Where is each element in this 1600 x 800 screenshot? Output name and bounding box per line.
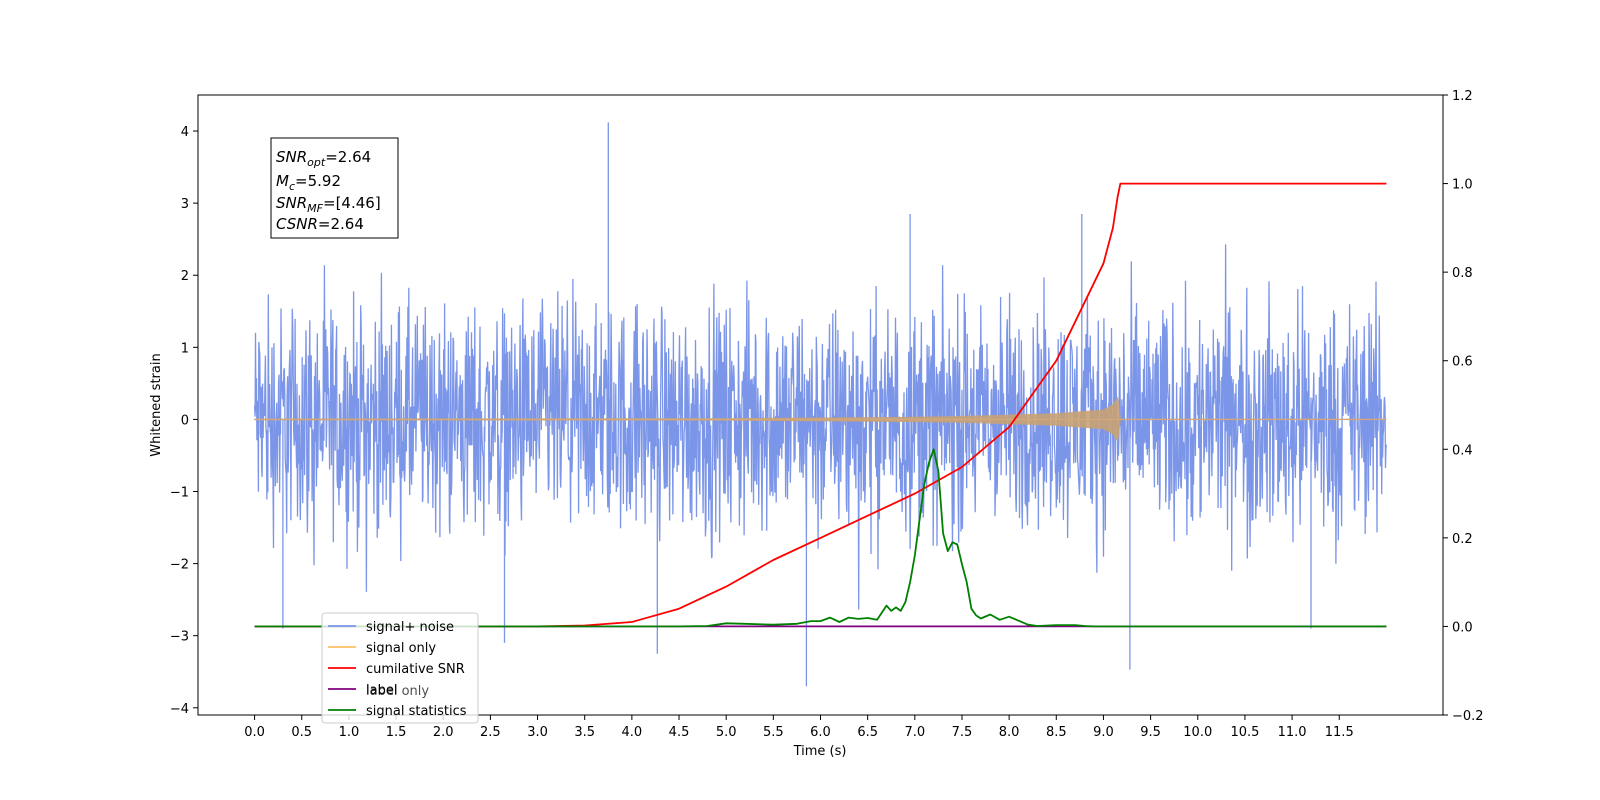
legend-item-signal-noise: signal+ noise [366,620,454,635]
series-cumulative-snr-line [254,182,1387,628]
y-right-tick-label: 0.0 [1452,620,1473,635]
x-tick-label: 6.0 [810,725,831,740]
x-tick-label: 5.5 [763,725,784,740]
annotation-line: SNRMF=[4.46] [276,194,381,215]
legend-item-label: label [366,683,397,698]
y-left-tick-label: 2 [181,269,189,284]
legend-item-signal-only: signal only [366,641,436,656]
series-signal-noise-line [253,122,1388,687]
x-tick-label: 0.5 [291,725,312,740]
x-tick-label: 7.0 [904,725,925,740]
x-tick-label: 4.0 [622,725,643,740]
y-left-tick-label: −3 [170,630,189,645]
x-tick-label: 7.5 [952,725,973,740]
annotation-box: SNRopt=2.64 Mc=5.92 SNRMF=[4.46] CSNR=2.… [270,137,399,239]
y-axis-right: −0.2 0.0 0.2 0.4 0.6 0.8 1.0 1.2 [1443,89,1484,724]
x-tick-label: 8.0 [999,725,1020,740]
legend-item-signal-statistics: signal statistics [366,704,467,719]
y-left-tick-label: 0 [181,413,189,428]
x-tick-label: 11.0 [1278,725,1307,740]
y-right-tick-label: 1.2 [1452,89,1473,104]
y-right-tick-label: 0.6 [1452,355,1473,370]
y-right-tick-label: 1.0 [1452,178,1473,193]
y-axis-label: Whitened strain [149,353,164,456]
x-tick-label: 9.5 [1140,725,1161,740]
y-left-tick-label: −1 [170,486,189,501]
x-tick-label: 10.0 [1183,725,1212,740]
x-tick-label: 8.5 [1046,725,1067,740]
legend-item-cumulative-snr: cumilative SNR [366,662,465,677]
x-tick-label: 10.5 [1230,725,1259,740]
legend-overlay-fragment: label only [366,684,429,699]
annotation-line: CSNR=2.64 [276,215,364,233]
y-left-tick-label: −2 [170,558,189,573]
y-right-tick-label: −0.2 [1452,709,1484,724]
x-tick-label: 0.0 [244,725,265,740]
series-signal-statistics-line [254,448,1387,628]
x-tick-label: 1.5 [386,725,407,740]
plot-area [253,122,1388,687]
y-left-tick-label: −4 [170,702,189,717]
x-tick-label: 3.5 [574,725,595,740]
x-tick-label: 5.0 [716,725,737,740]
x-tick-label: 9.0 [1093,725,1114,740]
y-right-tick-label: 0.8 [1452,266,1473,281]
annotation-line: Mc=5.92 [276,172,341,193]
x-axis: 0.0 0.5 1.0 1.5 2.0 2.5 3.0 3.5 4.0 4.5 5.0 5.5 6.0 6… [244,715,1354,740]
y-left-tick-label: 3 [181,197,189,212]
annotation-line: SNRopt=2.64 [276,148,371,169]
y-right-tick-label: 0.2 [1452,532,1473,547]
y-left-tick-label: 1 [181,341,189,356]
legend: label only signal+ noise signal only cumil… [321,612,479,724]
x-tick-label: 1.0 [339,725,360,740]
x-tick-label: 6.5 [857,725,878,740]
x-tick-label: 4.5 [669,725,690,740]
y-axis-left: −4 −3 −2 −1 0 1 2 3 4 [170,125,198,717]
x-tick-label: 2.0 [433,725,454,740]
y-left-tick-label: 4 [181,125,189,140]
y-right-tick-label: 0.4 [1452,443,1473,458]
x-tick-label: 11.5 [1325,725,1354,740]
x-tick-label: 2.5 [480,725,501,740]
x-axis-label: Time (s) [793,744,847,759]
x-tick-label: 3.0 [527,725,548,740]
